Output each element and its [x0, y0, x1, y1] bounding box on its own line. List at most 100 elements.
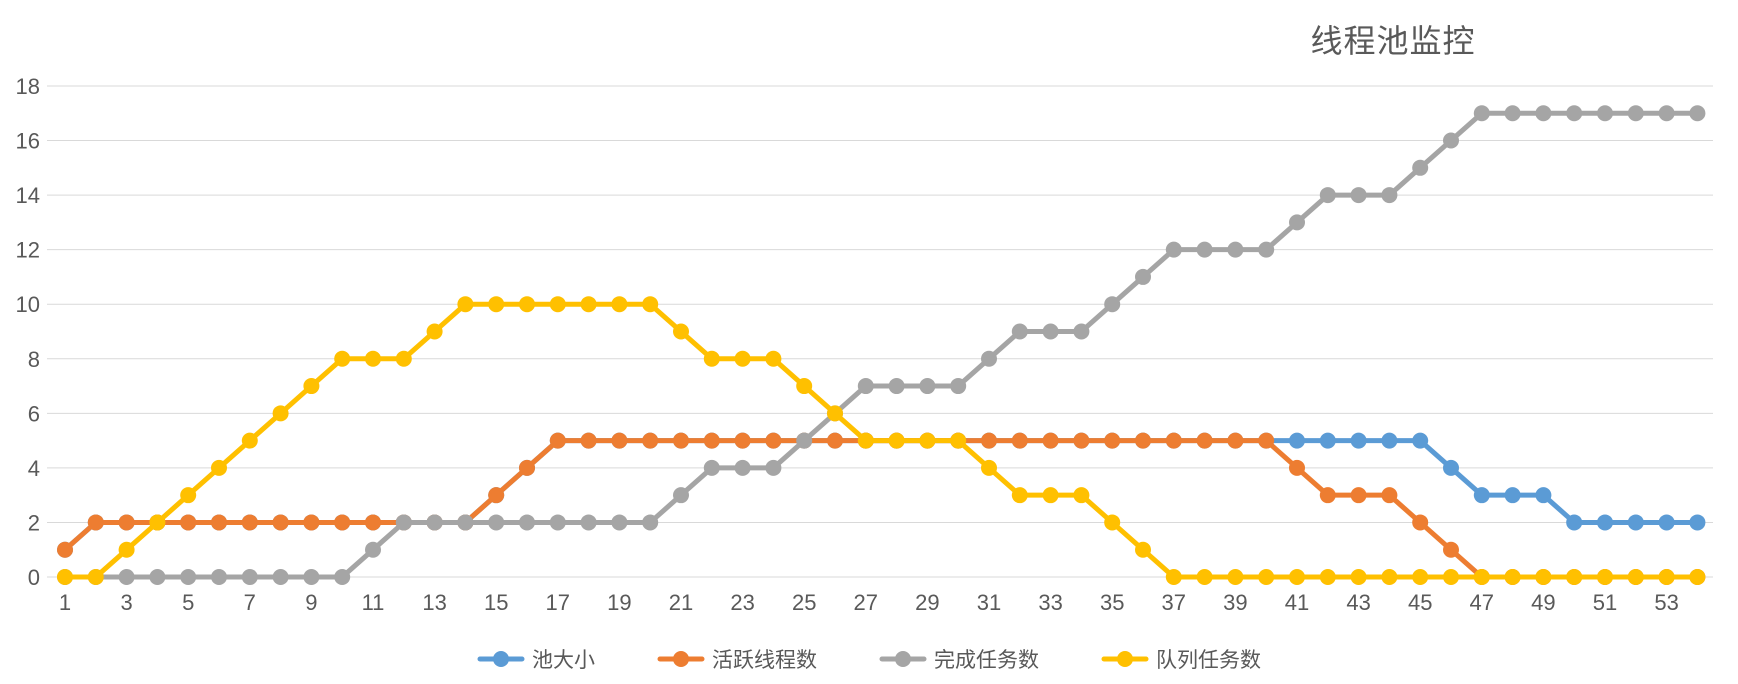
- series-dot-active-threads: [1412, 514, 1429, 531]
- series-dot-active-threads: [673, 432, 689, 449]
- series-dot-queued-tasks: [180, 487, 197, 504]
- x-tick-label: 21: [669, 590, 693, 615]
- x-tick-label: 51: [1593, 590, 1617, 615]
- series-dot-completed-tasks: [519, 514, 535, 531]
- y-tick-label: 10: [16, 292, 40, 317]
- series-dot-completed-tasks: [796, 432, 813, 449]
- series-dot-completed-tasks: [1227, 241, 1244, 258]
- series-dot-queued-tasks: [1473, 569, 1490, 585]
- legend-item-completed-tasks[interactable]: 完成任务数: [879, 644, 1039, 674]
- series-dot-active-threads: [1104, 432, 1121, 449]
- series-dot-queued-tasks: [1627, 569, 1644, 585]
- series-dot-active-threads: [1011, 432, 1028, 449]
- series-dot-queued-tasks: [1504, 569, 1521, 585]
- y-tick-label: 6: [28, 401, 40, 426]
- x-tick-label: 43: [1346, 590, 1370, 615]
- series-dot-completed-tasks: [1597, 105, 1613, 122]
- legend-marker-queued-tasks: [1101, 651, 1149, 667]
- series-dot-pool-size: [1319, 432, 1336, 449]
- x-tick-label: 53: [1654, 590, 1678, 615]
- series-dot-active-threads: [734, 432, 751, 449]
- series-dot-queued-tasks: [765, 350, 782, 367]
- series-dot-active-threads: [1042, 432, 1059, 449]
- series-dot-active-threads: [488, 487, 505, 504]
- y-tick-label: 8: [28, 347, 40, 372]
- legend-label-active-threads: 活跃线程数: [712, 649, 817, 672]
- legend-marker-pool-size: [477, 651, 525, 667]
- series-dot-queued-tasks: [642, 296, 659, 313]
- legend-label-pool-size: 池大小: [532, 649, 595, 672]
- series-dot-pool-size: [1381, 432, 1398, 449]
- x-tick-label: 1: [59, 590, 71, 615]
- x-tick-label: 39: [1223, 590, 1247, 615]
- series-dot-completed-tasks: [919, 378, 936, 395]
- series-dot-completed-tasks: [734, 459, 751, 476]
- series-dot-active-threads: [1289, 459, 1305, 476]
- series-dot-pool-size: [1443, 459, 1459, 476]
- chart-title: 线程池监控: [1310, 23, 1476, 59]
- series-dot-completed-tasks: [211, 569, 227, 585]
- series-dot-queued-tasks: [549, 296, 566, 313]
- series-dot-completed-tasks: [1381, 187, 1398, 204]
- series-dot-pool-size: [1504, 487, 1521, 504]
- series-dot-queued-tasks: [57, 569, 73, 585]
- series-dot-completed-tasks: [457, 514, 474, 531]
- legend-item-queued-tasks[interactable]: 队列任务数: [1101, 644, 1261, 674]
- series-dot-queued-tasks: [1566, 569, 1583, 585]
- series-dot-active-threads: [703, 432, 720, 449]
- series-dot-queued-tasks: [1011, 487, 1028, 504]
- series-dot-pool-size: [1289, 432, 1305, 449]
- y-tick-label: 18: [16, 74, 40, 99]
- series-dot-queued-tasks: [426, 323, 443, 340]
- series-dot-completed-tasks: [272, 569, 289, 585]
- series-dot-completed-tasks: [1443, 132, 1459, 149]
- series-dot-queued-tasks: [580, 296, 597, 313]
- series-dot-completed-tasks: [488, 514, 505, 531]
- series-dot-queued-tasks: [1258, 569, 1275, 585]
- series-dot-completed-tasks: [673, 487, 689, 504]
- series-dot-completed-tasks: [1135, 268, 1151, 285]
- series-dot-active-threads: [1227, 432, 1244, 449]
- series-dot-active-threads: [519, 459, 535, 476]
- x-tick-label: 19: [607, 590, 631, 615]
- series-dot-completed-tasks: [580, 514, 597, 531]
- series-dot-queued-tasks: [1381, 569, 1398, 585]
- series-dot-active-threads: [365, 514, 381, 531]
- series-dot-active-threads: [272, 514, 289, 531]
- x-tick-label: 47: [1470, 590, 1494, 615]
- series-dot-queued-tasks: [87, 569, 104, 585]
- series-dot-completed-tasks: [1535, 105, 1552, 122]
- x-tick-label: 9: [305, 590, 317, 615]
- series-dot-completed-tasks: [1658, 105, 1675, 122]
- series-dot-queued-tasks: [118, 541, 135, 558]
- series-dot-queued-tasks: [272, 405, 289, 422]
- series-dot-completed-tasks: [1258, 241, 1275, 258]
- series-dot-queued-tasks: [857, 432, 874, 449]
- series-dot-completed-tasks: [981, 350, 997, 367]
- series-dot-queued-tasks: [827, 405, 843, 422]
- legend-item-pool-size[interactable]: 池大小: [477, 644, 595, 674]
- x-tick-label: 11: [362, 590, 385, 615]
- series-dot-active-threads: [1135, 432, 1151, 449]
- x-tick-label: 41: [1285, 590, 1309, 615]
- series-dot-completed-tasks: [1042, 323, 1059, 340]
- y-tick-label: 14: [16, 183, 40, 208]
- series-dot-active-threads: [1196, 432, 1213, 449]
- series-dot-active-threads: [87, 514, 104, 531]
- legend-item-active-threads[interactable]: 活跃线程数: [657, 644, 817, 674]
- series-dot-completed-tasks: [241, 569, 258, 585]
- series-dot-completed-tasks: [1165, 241, 1182, 258]
- series-dot-completed-tasks: [180, 569, 197, 585]
- series-dot-completed-tasks: [765, 459, 782, 476]
- x-tick-label: 23: [730, 590, 754, 615]
- series-dot-active-threads: [827, 432, 843, 449]
- series-dot-completed-tasks: [1473, 105, 1490, 122]
- series-dot-completed-tasks: [642, 514, 659, 531]
- series-dot-completed-tasks: [611, 514, 628, 531]
- legend: 池大小 活跃线程数 完成任务数 队列任务数: [477, 644, 1261, 674]
- series-dot-active-threads: [765, 432, 782, 449]
- series-dot-queued-tasks: [365, 350, 381, 367]
- series-dot-completed-tasks: [149, 569, 166, 585]
- series-dot-queued-tasks: [1658, 569, 1675, 585]
